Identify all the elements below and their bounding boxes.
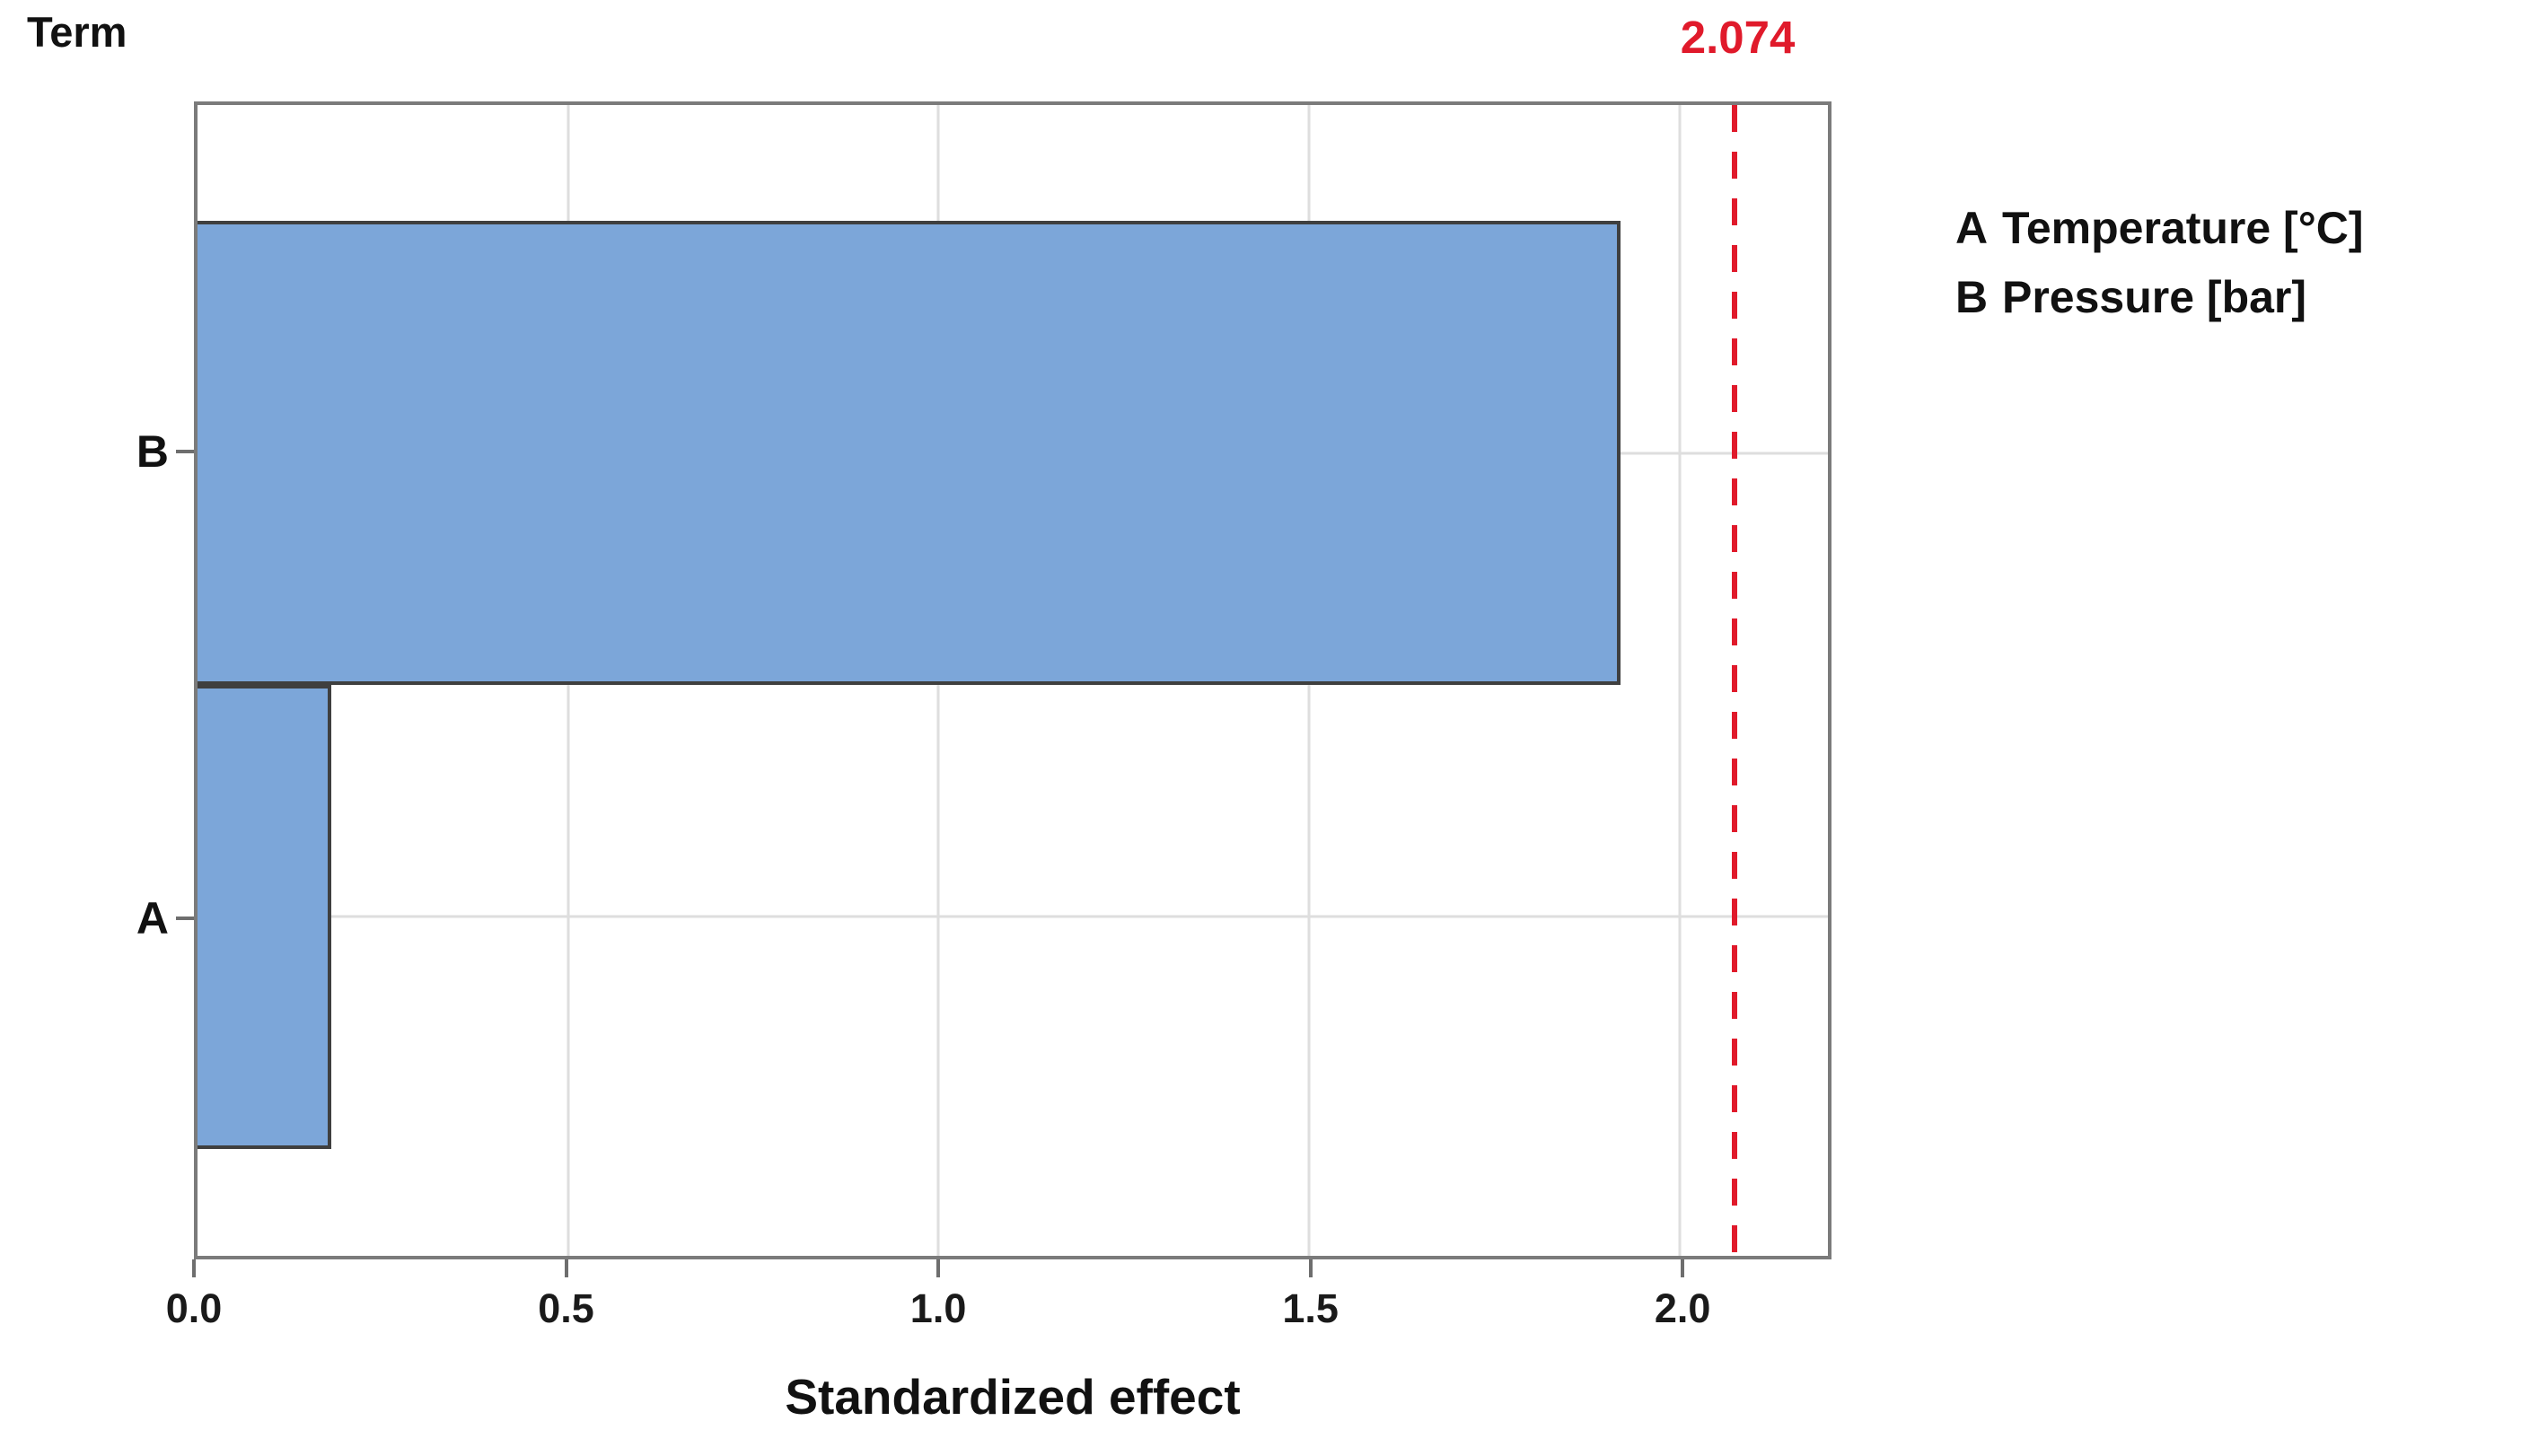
- bar-b: [198, 221, 1621, 686]
- x-axis-title: Standardized effect: [785, 1369, 1241, 1425]
- x-axis-tick: [192, 1259, 196, 1277]
- y-axis-tick: [176, 450, 194, 454]
- legend-letter: B: [1955, 272, 1989, 322]
- x-axis-tick-label: 2.0: [1654, 1285, 1711, 1331]
- reference-line-value-label: 2.074: [1680, 12, 1796, 63]
- legend: A Temperature [°C] B Pressure [bar]: [1955, 194, 2363, 332]
- legend-letter: A: [1955, 203, 1989, 253]
- legend-name: Pressure [bar]: [2002, 272, 2307, 322]
- vertical-gridline: [1678, 105, 1682, 1256]
- plot-area: [194, 101, 1831, 1259]
- horizontal-gridline: [198, 915, 1828, 918]
- y-axis-title: Term: [27, 8, 127, 56]
- x-axis-tick-label: 0.5: [538, 1285, 594, 1331]
- legend-name: Temperature [°C]: [2002, 203, 2364, 253]
- x-axis-tick: [1308, 1259, 1313, 1277]
- x-axis-tick-label: 0.0: [165, 1285, 223, 1331]
- legend-item-a: A Temperature [°C]: [1955, 194, 2363, 263]
- y-axis-tick: [176, 917, 194, 921]
- category-label-b: B: [136, 426, 169, 478]
- category-label-a: A: [136, 893, 169, 944]
- reference-line: [1731, 105, 1737, 1256]
- x-axis-tick: [936, 1259, 941, 1277]
- legend-item-b: B Pressure [bar]: [1955, 263, 2363, 332]
- x-axis-tick-label: 1.0: [909, 1285, 967, 1331]
- bar-a: [198, 685, 331, 1149]
- x-axis-tick-label: 1.5: [1282, 1285, 1339, 1331]
- x-axis-tick: [1681, 1259, 1685, 1277]
- x-axis-tick: [564, 1259, 568, 1277]
